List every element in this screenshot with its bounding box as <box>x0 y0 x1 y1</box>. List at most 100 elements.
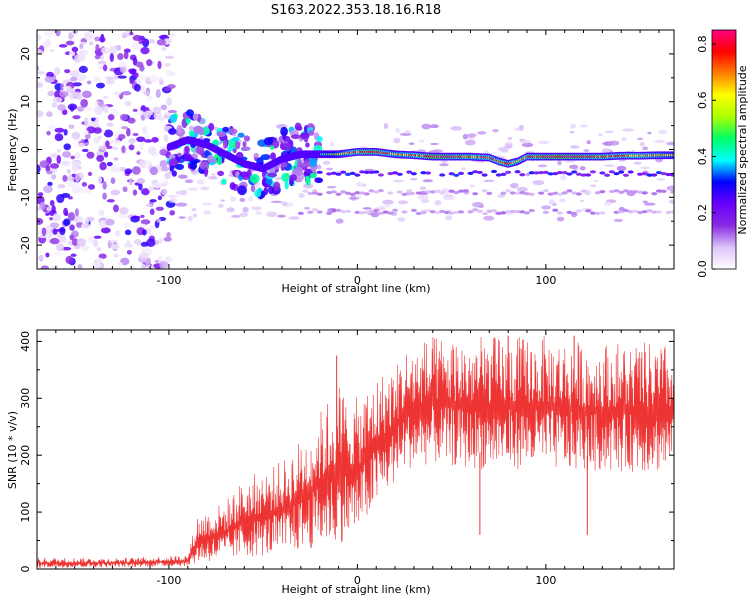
heatmap-cell <box>186 109 195 117</box>
heatmap-cell <box>373 170 380 174</box>
heatmap-cell <box>537 140 550 145</box>
heatmap-cell <box>102 95 109 100</box>
top-x-ticks: -100 0 100 <box>55 30 660 287</box>
heatmap-cell <box>175 202 188 207</box>
heatmap-cell <box>128 177 133 186</box>
heatmap-cell <box>293 166 304 176</box>
heatmap-cell <box>405 129 411 134</box>
heatmap-cell <box>37 33 42 41</box>
heatmap-cell <box>72 82 82 87</box>
heatmap-cell <box>277 214 286 218</box>
heatmap-cell <box>191 207 197 212</box>
heatmap-cell <box>87 171 93 177</box>
heatmap-cell <box>54 133 64 142</box>
heatmap-cell <box>326 190 333 195</box>
heatmap-cell <box>164 62 171 67</box>
heatmap-cell <box>622 173 629 177</box>
heatmap-cell <box>103 129 114 138</box>
heatmap-cell <box>86 151 95 159</box>
heatmap-cell <box>199 161 209 170</box>
heatmap-cell <box>81 148 89 153</box>
heatmap-cell <box>641 191 648 195</box>
colorbar-label: Normalized spectral amplitude <box>736 65 749 234</box>
heatmap-cell <box>124 168 133 175</box>
heatmap-cell <box>163 114 170 119</box>
heatmap-cell <box>263 137 274 146</box>
heatmap-cell <box>396 172 403 176</box>
heatmap-cell <box>222 139 228 150</box>
heatmap-cell <box>54 67 61 76</box>
heatmap-cell <box>132 166 141 175</box>
heatmap-cell <box>467 210 474 214</box>
heatmap-cell <box>62 85 72 90</box>
heatmap-cell <box>368 170 375 175</box>
heatmap-cell <box>250 184 256 193</box>
heatmap-cell <box>167 33 175 38</box>
heatmap-cell <box>147 38 156 44</box>
heatmap-cell <box>637 172 644 176</box>
heatmap-cell <box>448 189 455 193</box>
heatmap-cell <box>164 38 172 44</box>
heatmap-cell <box>68 196 73 200</box>
heatmap-cell <box>556 171 563 175</box>
heatmap-cell <box>145 257 152 267</box>
heatmap-cell <box>97 100 105 107</box>
heatmap-cell <box>72 163 79 172</box>
heatmap-cell <box>70 76 78 82</box>
heatmap-cell <box>52 228 58 235</box>
heatmap-cell <box>278 135 284 144</box>
heatmap-cell <box>316 170 323 174</box>
heatmap-cell <box>118 134 126 140</box>
heatmap-cell <box>666 141 674 146</box>
heatmap-cell <box>453 191 460 195</box>
heatmap-cell <box>59 236 67 243</box>
heatmap-cell <box>177 152 182 158</box>
heatmap-cell <box>335 172 342 176</box>
heatmap-cell <box>377 189 384 193</box>
heatmap-cell <box>356 181 363 188</box>
heatmap-cell <box>453 210 460 214</box>
heatmap-cell <box>500 191 507 195</box>
heatmap-cell <box>158 35 169 39</box>
heatmap-cell <box>415 191 422 195</box>
heatmap-cell <box>55 30 61 37</box>
heatmap-cell <box>538 170 545 175</box>
heatmap-cell <box>94 36 101 42</box>
heatmap-cell <box>420 199 430 204</box>
heatmap-cell <box>382 210 389 214</box>
heatmap-cell <box>157 195 162 201</box>
heatmap-cell <box>305 175 311 186</box>
heatmap-cell <box>243 135 251 142</box>
heatmap-cell <box>316 164 322 170</box>
heatmap-cell <box>393 137 401 144</box>
heatmap-cell <box>415 211 422 216</box>
heatmap-cell <box>45 212 50 216</box>
heatmap-cell <box>80 245 90 251</box>
heatmap-cell <box>146 59 153 67</box>
heatmap-cell <box>592 179 600 183</box>
heatmap-cell <box>255 210 263 216</box>
x-tick-label: 100 <box>535 574 556 587</box>
heatmap-cell <box>340 190 347 194</box>
heatmap-cell <box>93 127 102 134</box>
heatmap-cell <box>161 47 167 51</box>
snr-series-line <box>37 335 674 568</box>
heatmap-cell <box>616 165 627 172</box>
heatmap-cell <box>575 172 582 176</box>
heatmap-cell <box>450 126 462 131</box>
heatmap-cell <box>640 166 650 170</box>
heatmap-cell <box>140 40 148 44</box>
heatmap-cell <box>641 210 648 214</box>
heatmap-cell <box>461 167 466 170</box>
heatmap-cell <box>155 88 161 98</box>
heatmap-cell <box>207 154 214 160</box>
heatmap-cell <box>37 82 44 88</box>
heatmap-cell <box>146 95 153 102</box>
y-tick-label: 20 <box>19 47 32 61</box>
heatmap-cell <box>557 160 562 166</box>
heatmap-cell <box>222 126 229 133</box>
heatmap-cell <box>377 211 384 215</box>
heatmap-cell <box>117 75 127 79</box>
heatmap-cell <box>149 224 157 230</box>
heatmap-cell <box>420 211 427 215</box>
